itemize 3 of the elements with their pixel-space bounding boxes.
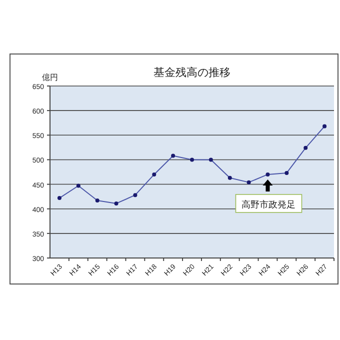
- chart-title: 基金残高の推移: [154, 66, 230, 79]
- annotation: 高野市政発足: [242, 199, 296, 210]
- y-axis-title: 億円: [42, 73, 58, 82]
